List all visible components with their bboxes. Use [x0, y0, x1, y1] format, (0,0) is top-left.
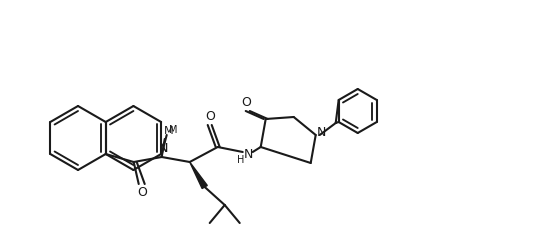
Text: N: N	[244, 149, 254, 162]
Text: N: N	[159, 143, 169, 155]
Text: N: N	[317, 127, 326, 139]
Text: H: H	[237, 155, 244, 165]
Text: O: O	[241, 95, 251, 109]
Text: M: M	[170, 125, 178, 135]
Polygon shape	[190, 162, 207, 188]
Text: O: O	[137, 185, 147, 198]
Text: N: N	[159, 143, 169, 155]
Text: O: O	[205, 110, 215, 124]
Text: M: M	[164, 126, 174, 136]
